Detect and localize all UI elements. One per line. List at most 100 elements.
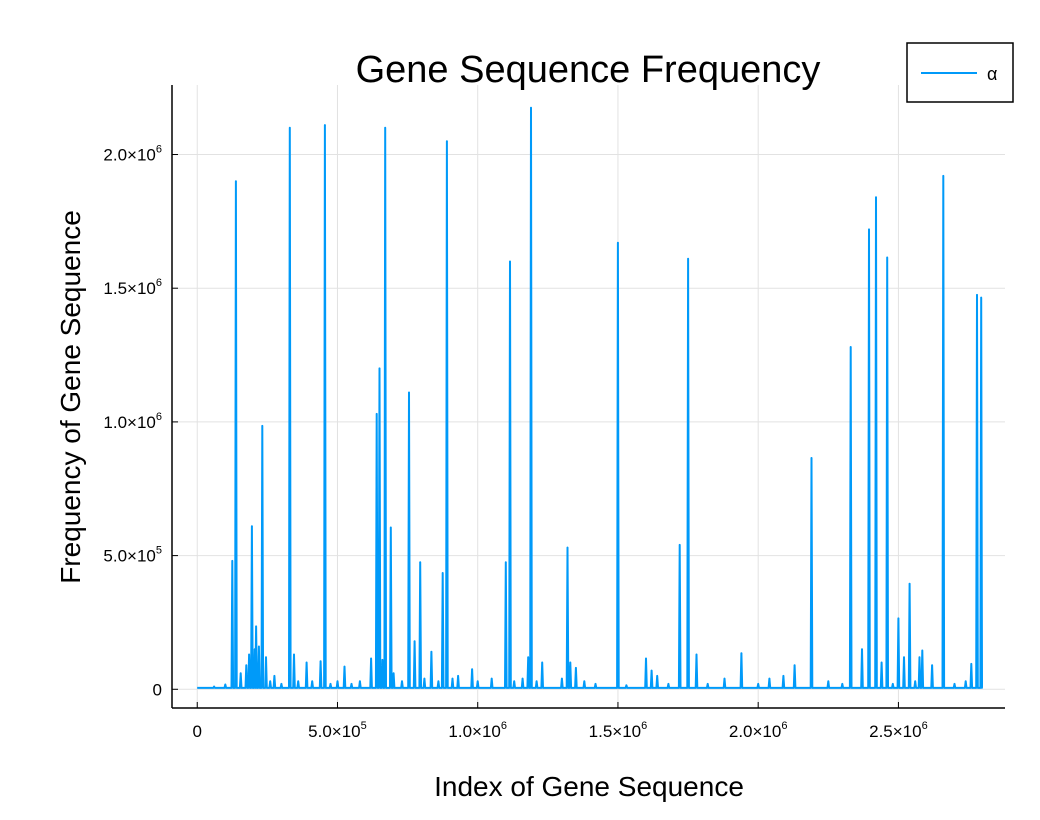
data-point-52 — [521, 677, 524, 680]
y-tick-label-4: 2.0×106 — [103, 144, 162, 165]
data-point-1 — [224, 683, 227, 686]
x-tick-label-2: 1.0×106 — [448, 720, 507, 741]
data-point-60 — [575, 667, 577, 669]
data-point-90 — [903, 656, 905, 658]
axes — [171, 85, 1005, 709]
data-point-54 — [530, 106, 532, 109]
data-point-7 — [251, 525, 253, 527]
data-point-56 — [541, 661, 543, 664]
grid-lines — [172, 85, 1005, 708]
data-point-50 — [509, 260, 511, 263]
data-point-19 — [305, 661, 308, 664]
y-tick-labels: 0 5.0×105 1.0×106 1.5×106 2.0×106 — [103, 144, 162, 700]
series-line-0 — [197, 106, 983, 689]
x-tick-label-0: 0 — [193, 722, 202, 741]
data-point-87 — [886, 256, 888, 259]
data-point-100 — [976, 294, 978, 296]
data-point-36 — [408, 391, 410, 394]
data-point-9 — [255, 625, 257, 628]
x-axis-label: Index of Gene Sequence — [434, 771, 744, 802]
data-point-97 — [953, 683, 956, 685]
x-tick-label-5: 2.5×106 — [869, 720, 928, 741]
data-point-44 — [451, 677, 454, 680]
data-point-11 — [261, 425, 264, 427]
data-point-92 — [914, 680, 916, 683]
data-point-10 — [258, 645, 260, 648]
data-point-46 — [471, 668, 473, 670]
data-point-66 — [650, 669, 653, 672]
chart-title: Gene Sequence Frequency — [356, 49, 821, 91]
data-point-55 — [535, 680, 538, 683]
data-point-83 — [861, 648, 863, 650]
y-tick-label-3: 1.5×106 — [103, 277, 162, 298]
y-axis-label: Frequency of Gene Sequence — [55, 210, 86, 584]
data-point-80 — [827, 680, 830, 683]
legend: α — [906, 42, 1014, 103]
data-point-18 — [297, 680, 300, 683]
data-point-15 — [280, 683, 283, 685]
data-point-28 — [370, 657, 372, 660]
data-point-89 — [897, 617, 900, 620]
data-point-59 — [569, 661, 572, 664]
data-point-29 — [375, 413, 378, 415]
data-point-96 — [942, 175, 945, 177]
data-point-3 — [235, 180, 237, 183]
data-point-34 — [392, 672, 395, 674]
data-point-69 — [678, 544, 681, 546]
data-point-22 — [324, 124, 326, 126]
data-point-45 — [457, 675, 459, 677]
data-point-82 — [849, 346, 852, 348]
data-point-101 — [980, 296, 982, 299]
data-point-94 — [921, 649, 924, 652]
data-point-88 — [892, 683, 894, 685]
data-point-61 — [583, 680, 586, 683]
data-point-26 — [350, 683, 353, 685]
data-point-17 — [293, 653, 295, 656]
data-point-53 — [527, 656, 529, 658]
data-point-93 — [918, 656, 921, 658]
data-point-5 — [245, 664, 248, 666]
data-point-47 — [476, 680, 479, 683]
data-point-67 — [656, 675, 658, 677]
data-point-77 — [782, 675, 785, 677]
data-point-4 — [239, 672, 242, 674]
data-point-41 — [437, 680, 440, 683]
data-point-48 — [490, 677, 493, 680]
y-tick-label-1: 5.0×105 — [103, 545, 162, 566]
x-tick-label-1: 5.0×105 — [308, 720, 367, 741]
series-layer — [197, 106, 983, 689]
data-point-13 — [269, 680, 272, 683]
data-point-23 — [329, 683, 332, 685]
data-point-42 — [441, 572, 444, 574]
data-point-62 — [594, 683, 597, 685]
data-point-33 — [390, 526, 392, 529]
legend-label-alpha: α — [987, 64, 997, 84]
data-point-81 — [841, 683, 844, 685]
data-point-37 — [413, 640, 416, 642]
data-point-65 — [645, 657, 647, 660]
data-point-99 — [970, 663, 973, 665]
data-point-6 — [248, 653, 250, 656]
data-point-78 — [793, 664, 796, 666]
data-point-27 — [359, 680, 361, 683]
data-point-30 — [378, 367, 381, 370]
data-point-16 — [289, 127, 291, 129]
x-tick-label-4: 2.0×106 — [729, 720, 788, 741]
data-point-2 — [231, 560, 234, 562]
data-point-21 — [319, 660, 322, 662]
x-tick-labels: 0 5.0×105 1.0×106 1.5×106 2.0×106 2.5×106 — [193, 720, 928, 741]
data-point-12 — [265, 656, 267, 658]
data-point-51 — [513, 680, 515, 683]
data-point-85 — [875, 196, 877, 199]
data-point-74 — [740, 652, 743, 654]
data-point-39 — [423, 677, 426, 680]
data-point-64 — [625, 684, 628, 687]
data-point-35 — [401, 680, 403, 683]
data-point-91 — [908, 582, 911, 585]
data-point-68 — [667, 683, 670, 685]
y-tick-label-2: 1.0×106 — [103, 411, 162, 432]
data-point-76 — [768, 677, 771, 680]
x-tick-label-3: 1.5×106 — [589, 720, 648, 741]
data-point-43 — [446, 140, 448, 142]
